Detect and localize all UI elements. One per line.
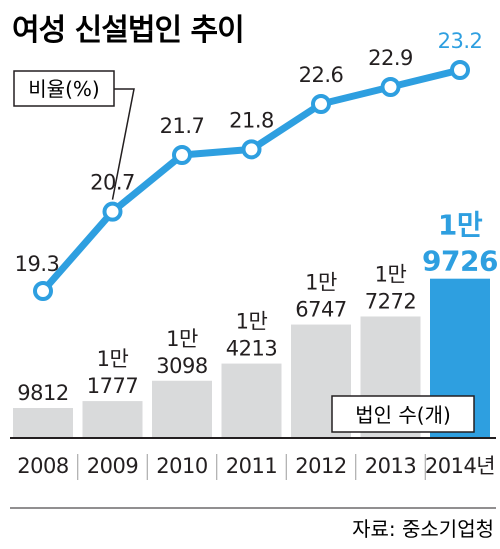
ratio-label-2008: 19.3 <box>15 252 60 276</box>
ratio-label-2012: 22.6 <box>299 63 344 87</box>
line-legend: 비율(%) <box>13 70 115 107</box>
bar-label-2010: 3098 <box>156 354 207 378</box>
bar-legend-label: 법인 수(개) <box>355 403 451 427</box>
bar-label-top-2014년: 1만 <box>438 209 483 242</box>
x-ticks: 2008 2009 2010 2011 2012 2013 2014년 <box>17 454 496 480</box>
line-legend-connector <box>111 88 135 200</box>
ratio-point-2014년 <box>450 60 470 80</box>
bar-2010 <box>152 380 212 438</box>
source-note: 자료: 중소기업청 <box>352 517 494 541</box>
ratio-label-2011: 21.8 <box>229 108 274 132</box>
bar-2011 <box>221 363 282 438</box>
bar-label-2008: 9812 <box>17 381 68 405</box>
ratio-point-2013 <box>380 77 401 97</box>
ratio-label-2009: 20.7 <box>90 171 135 195</box>
bar-2009 <box>82 401 143 438</box>
bar-label-top-2013: 1만 <box>375 262 407 286</box>
line-legend-label: 비율(%) <box>28 77 99 101</box>
ratio-label-2010: 21.7 <box>160 114 205 138</box>
x-tick-2013: 2013 <box>365 454 416 478</box>
bar-label-2009: 1777 <box>87 374 138 398</box>
chart-title: 여성 신설법인 추이 <box>12 13 244 48</box>
bar-legend-box <box>331 395 475 433</box>
bar-2008 <box>13 408 73 438</box>
line-legend-box <box>13 70 115 107</box>
x-tick-2009: 2009 <box>87 454 138 478</box>
ratio-points: 19.3 20.7 21.7 21.8 22.6 22.9 23.2 <box>15 29 483 301</box>
ratio-label-2013: 22.9 <box>368 46 413 70</box>
ratio-label-2014년: 23.2 <box>438 29 483 53</box>
bar-label-2011: 4213 <box>226 337 277 361</box>
x-tick-2010: 2010 <box>156 454 207 478</box>
bar-label-2012: 6747 <box>295 298 346 322</box>
ratio-point-2009 <box>102 201 123 222</box>
ratio-point-2011 <box>241 139 262 160</box>
bar-label-top-2012: 1만 <box>305 271 337 295</box>
bar-legend: 법인 수(개) <box>331 395 475 433</box>
ratio-point-2010 <box>172 145 192 165</box>
x-tick-2011: 2011 <box>226 454 277 478</box>
x-tick-2014년: 2014년 <box>425 454 495 478</box>
line-series: 19.3 20.7 21.7 21.8 22.6 22.9 23.2 <box>15 29 483 301</box>
x-tick-2008: 2008 <box>17 454 68 478</box>
bar-label-top-2010: 1만 <box>166 327 198 351</box>
ratio-point-2008 <box>33 281 53 301</box>
bar-label-top-2009: 1만 <box>97 347 129 371</box>
bar-label-2013: 7272 <box>365 289 416 313</box>
bar-label-top-2011: 1만 <box>236 310 268 334</box>
bar-label-2014년: 9726 <box>422 245 498 278</box>
x-tick-2012: 2012 <box>295 454 346 478</box>
ratio-point-2012 <box>311 94 331 114</box>
